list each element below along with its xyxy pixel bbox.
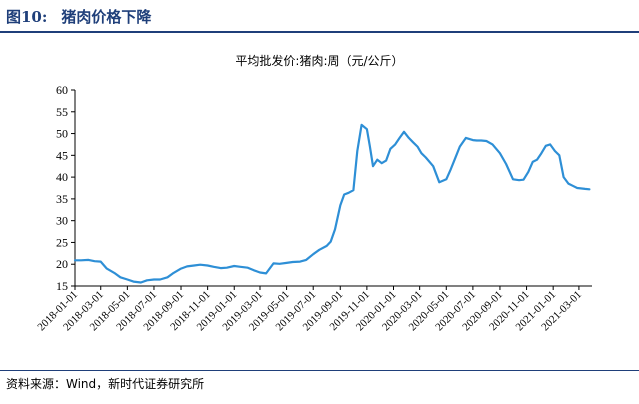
y-tick-label: 30: [56, 214, 68, 228]
series-group: [73, 123, 591, 284]
y-tick-label: 40: [56, 170, 68, 184]
line-chart: 15 20 25 30 35 40 45 50 55 60 2018-01-012018-03-0…: [35, 83, 592, 333]
y-tick-label: 50: [56, 127, 68, 141]
source-note: 资料来源：Wind，新时代证券研究所: [6, 377, 205, 391]
y-tick-label: 25: [56, 235, 68, 249]
y-tick-label: 45: [56, 148, 68, 162]
y-axis-ticks: 15 20 25 30 35 40 45 50 55 60: [56, 83, 75, 293]
y-tick-label: 15: [56, 279, 68, 293]
x-axis-ticks: 2018-01-012018-03-012018-05-012018-07-01…: [35, 286, 584, 333]
header-rule: [0, 31, 639, 33]
series-line-0: [73, 123, 591, 284]
y-tick-label: 35: [56, 192, 68, 206]
chart-axes: [74, 90, 592, 287]
y-tick-label: 20: [56, 257, 68, 271]
figure-label: 图10: 猪肉价格下降: [6, 8, 152, 26]
y-tick-label: 55: [56, 105, 68, 119]
footer-rule: [0, 370, 639, 371]
y-tick-label: 60: [56, 83, 68, 97]
chart-title: 平均批发价:猪肉:周（元/公斤）: [235, 54, 404, 68]
figure-header: 图10: 猪肉价格下降: [0, 0, 639, 31]
